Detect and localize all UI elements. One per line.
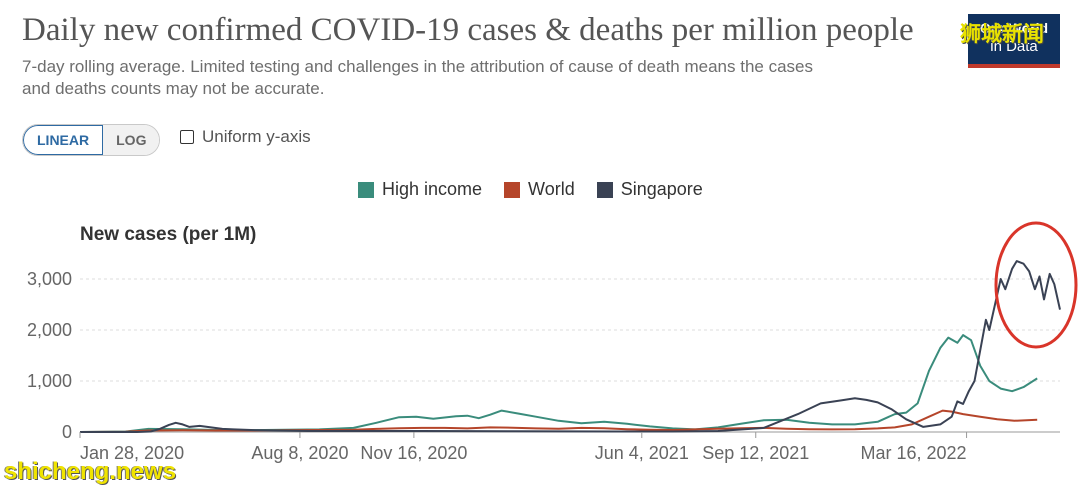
- y-tick-label: 3,000: [27, 269, 72, 289]
- owid-logo[interactable]: Our World in Data: [968, 14, 1060, 68]
- subtitle-line-2: and deaths counts may not be accurate.: [22, 79, 325, 98]
- x-tick-label: Nov 16, 2020: [360, 443, 467, 463]
- highlight-circle: [994, 221, 1078, 349]
- series-line-high-income[interactable]: [79, 334, 1038, 433]
- series-layer: [79, 260, 1061, 433]
- uniform-y-axis-label: Uniform y-axis: [202, 127, 311, 146]
- x-tick-label: Aug 8, 2020: [251, 443, 348, 463]
- y-axis-title: New cases (per 1M): [80, 224, 256, 245]
- subtitle-line-1: 7-day rolling average. Limited testing a…: [22, 57, 813, 76]
- legend-label-singapore: Singapore: [620, 179, 703, 199]
- chart-legend: High income World Singapore: [358, 179, 703, 200]
- x-tick-label: Jan 28, 2020: [80, 443, 184, 463]
- logo-line-1: Our World: [979, 20, 1049, 36]
- chart-title: Daily new confirmed COVID-19 cases & dea…: [22, 12, 914, 48]
- log-scale-button[interactable]: LOG: [103, 125, 160, 155]
- grid-layer: 0 1,000 2,000 3,000: [27, 269, 1060, 442]
- legend-swatch-singapore: [596, 181, 613, 198]
- x-tick-label: Sep 12, 2021: [702, 443, 809, 463]
- watermark-top: 狮城新闻: [960, 22, 1044, 46]
- watermark-bottom: shicheng.news: [4, 458, 177, 485]
- y-tick-label: 2,000: [27, 320, 72, 340]
- logo-line-2: in Data: [990, 38, 1038, 55]
- linear-scale-button[interactable]: LINEAR: [23, 125, 104, 155]
- legend-swatch-high-income: [358, 181, 374, 198]
- uniform-y-axis-option[interactable]: Uniform y-axis: [180, 127, 311, 147]
- x-tick-label: Mar 16, 2022: [860, 443, 966, 463]
- legend-item-world[interactable]: World: [504, 179, 575, 200]
- legend-swatch-world: [504, 181, 521, 198]
- x-tick-label: Jun 4, 2021: [595, 443, 689, 463]
- x-axis: Jan 28, 2020 Aug 8, 2020 Nov 16, 2020 Jun 4…: [79, 432, 968, 463]
- y-tick-label: 1,000: [27, 371, 72, 391]
- scale-toggle: LINEAR LOG: [22, 124, 161, 156]
- legend-label-world: World: [528, 179, 575, 199]
- y-tick-label: 0: [62, 422, 72, 442]
- legend-item-singapore[interactable]: Singapore: [596, 179, 703, 200]
- legend-label-high-income: High income: [382, 179, 483, 199]
- series-line-singapore[interactable]: [80, 260, 1061, 433]
- uniform-y-axis-checkbox[interactable]: [180, 130, 194, 144]
- chart-subtitle: 7-day rolling average. Limited testing a…: [22, 56, 922, 100]
- legend-item-high-income[interactable]: High income: [358, 179, 482, 200]
